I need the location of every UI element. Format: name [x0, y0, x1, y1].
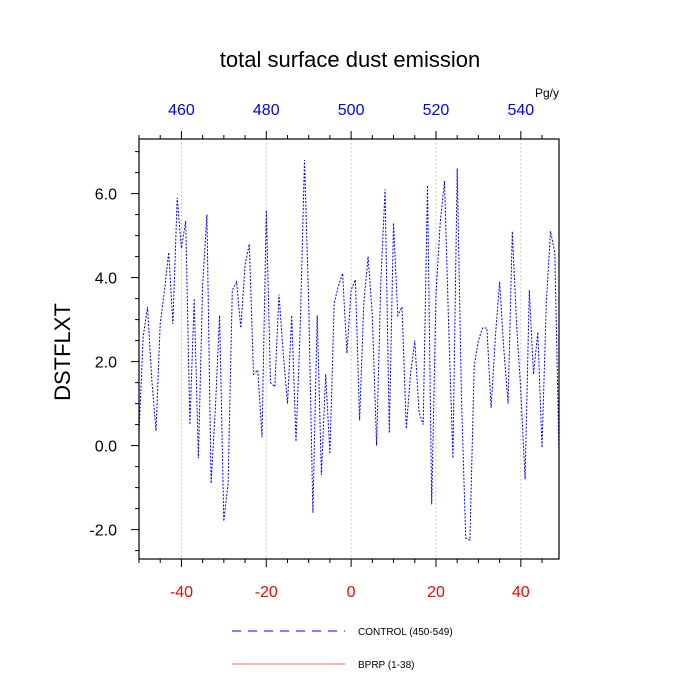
bottom-tick-label: 40: [512, 584, 530, 601]
top-tick-label: 460: [168, 102, 195, 119]
left-tick-label: 0.0: [95, 439, 117, 456]
top-tick-label: 500: [338, 102, 365, 119]
left-tick-label: 4.0: [95, 271, 117, 288]
top-tick-label: 520: [423, 102, 450, 119]
series-group: [138, 159, 560, 541]
top-axis-unit: Pg/y: [535, 86, 559, 100]
plot-frame: [138, 138, 560, 560]
legend-label-bprp: BPRP (1-38): [358, 660, 415, 671]
y-axis-label: DSTFLXT: [50, 303, 75, 401]
bottom-tick-label: 0: [347, 584, 356, 601]
legend-label-control: CONTROL (450-549): [358, 627, 453, 638]
left-tick-label: -2.0: [89, 523, 117, 540]
series-line-control: [138, 159, 560, 541]
axis-ticks: [131, 131, 543, 567]
top-tick-label: 480: [253, 102, 280, 119]
bottom-tick-label: -40: [170, 584, 193, 601]
chart-title: total surface dust emission: [220, 47, 480, 72]
tick-labels: -40 -20 0 20 40 460 480 500 520 540 -2.0 0.0 2.0 4.0 6…: [89, 102, 534, 601]
grid-lines: [181, 139, 522, 559]
left-tick-label: 6.0: [95, 187, 117, 204]
left-tick-label: 2.0: [95, 355, 117, 372]
legend: CONTROL (450-549) BPRP (1-38): [232, 627, 453, 671]
bottom-tick-label: -20: [255, 584, 278, 601]
bottom-tick-label: 20: [427, 584, 445, 601]
top-tick-label: 540: [507, 102, 534, 119]
